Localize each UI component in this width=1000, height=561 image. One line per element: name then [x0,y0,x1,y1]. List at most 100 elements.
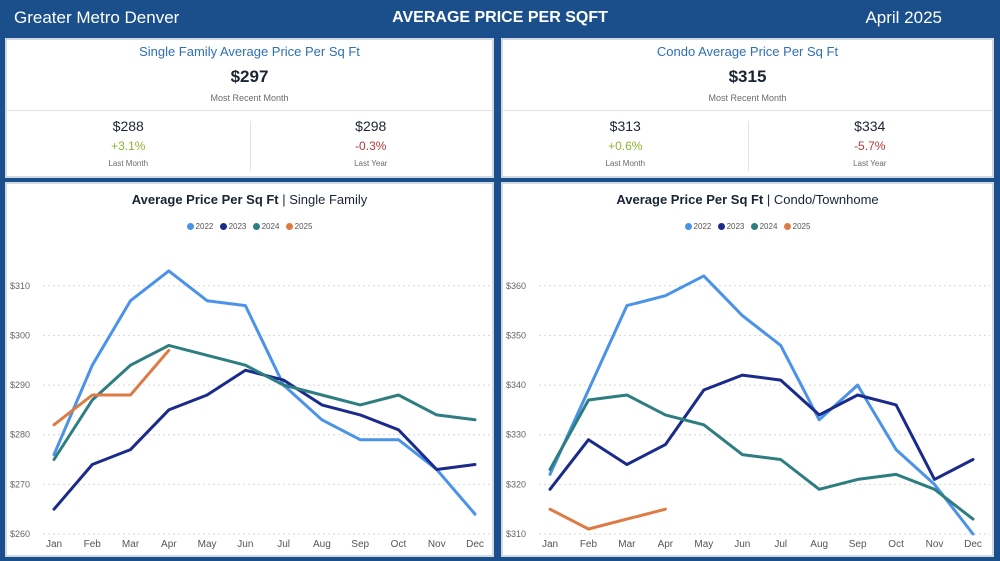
legend-item-2023[interactable]: 2023 [717,222,745,231]
legend-dot [750,223,758,230]
legend-dot [186,223,194,230]
x-tick-label: Jan [542,539,558,550]
x-tick-label: Aug [810,539,828,550]
region-label: Greater Metro Denver [14,8,180,27]
y-tick-label: $310 [506,529,526,539]
x-tick-label: Jul [277,539,290,550]
x-tick-label: Aug [313,539,331,550]
kpi-last-month-change: +0.6% [608,139,643,153]
y-tick-label: $270 [10,479,30,489]
x-tick-label: Sep [849,539,867,550]
x-tick-label: Jun [734,539,750,550]
chart-title: Average Price Per Sq Ft | Condo/Townhome [503,192,992,207]
y-tick-label: $300 [10,330,30,340]
y-tick-label: $310 [10,281,30,291]
kpi-card-condo: Condo Average Price Per Sq Ft $315 Most … [501,38,994,178]
x-tick-label: Oct [391,539,407,550]
kpi-last-year-value: $298 [355,118,387,134]
kpi-last-year-change: -5.7% [854,139,886,153]
line-chart-single-family: $260 $270 $280 $290 $300 $310 Jan Feb Mar Apr May J… [10,269,490,550]
legend-label: 2025 [792,222,811,231]
kpi-value-label: Most Recent Month [210,93,289,103]
legend-item-2025[interactable]: 2025 [285,222,312,231]
legend-dot [684,223,692,230]
kpi-last-year-value: $334 [854,118,886,134]
divider [503,110,992,111]
x-tick-label: Apr [161,539,177,550]
report-date: April 2025 [865,8,942,27]
kpi-last-year-label: Last Year [853,159,887,168]
report-header: Greater Metro Denver AVERAGE PRICE PER S… [0,0,1000,36]
kpi-last-year-label: Last Year [354,159,388,168]
x-tick-label: Feb [84,539,102,550]
legend-item-2023[interactable]: 2023 [219,222,247,231]
series-line-2024 [52,343,477,461]
legend-item-2024[interactable]: 2024 [252,222,280,231]
series-line-2025 [52,348,171,427]
divider [747,121,749,171]
legend-label: 2023 [228,222,247,231]
x-tick-label: Jan [46,539,62,550]
chart-title-bold: Average Price Per Sq Ft [616,192,764,207]
kpi-last-month-change: +3.1% [111,139,146,153]
y-tick-label: $340 [506,380,526,390]
legend-dot [219,223,227,230]
series-line-2022 [548,274,975,536]
legend-item-2025[interactable]: 2025 [783,222,811,231]
chart-title-bold: Average Price Per Sq Ft [131,192,279,207]
kpi-last-month-label: Last Month [108,159,149,168]
x-tick-label: May [198,539,217,550]
x-tick-label: Dec [964,539,982,550]
kpi-last-month: $288 +3.1% Last Month [7,118,250,168]
x-tick-label: Oct [888,539,904,550]
series-line-2023 [52,368,477,511]
y-tick-label: $290 [10,380,30,390]
legend-dot [783,223,791,230]
y-tick-label: $320 [506,479,526,489]
y-tick-label: $360 [506,281,526,291]
kpi-value: $315 [728,67,767,86]
series-line-2025 [548,507,667,531]
chart-panel-condo: Average Price Per Sq Ft | Condo/Townhome… [501,182,994,557]
series-line-2022 [52,269,477,516]
x-tick-label: Nov [926,539,944,550]
legend-item-2022[interactable]: 2022 [186,222,214,231]
legend-dot [285,223,293,230]
divider [249,121,251,171]
kpi-last-year-change: -0.3% [355,139,387,153]
x-tick-label: Jul [774,539,787,550]
kpi-last-month-value: $313 [609,118,641,134]
legend-label: 2022 [693,222,712,231]
legend-item-2022[interactable]: 2022 [684,222,712,231]
y-tick-label: $330 [506,430,526,440]
legend-label: 2024 [261,222,280,231]
x-tick-label: Mar [122,539,140,550]
kpi-last-year: $298 -0.3% Last Year [250,118,493,168]
x-tick-label: Dec [466,539,484,550]
legend-dot [252,223,260,230]
kpi-value: $297 [230,67,269,86]
x-tick-label: Mar [618,539,636,550]
kpi-title: Condo Average Price Per Sq Ft [656,44,839,59]
y-tick-label: $350 [506,330,526,340]
chart-legend: 2022 2023 2024 2025 [7,222,492,231]
legend-label: 2023 [726,222,745,231]
x-tick-label: Feb [580,539,598,550]
kpi-last-month-value: $288 [112,118,144,134]
x-tick-label: May [694,539,713,550]
kpi-title: Single Family Average Price Per Sq Ft [139,44,360,59]
series-line-2024 [548,393,975,521]
x-tick-label: Apr [658,539,674,550]
divider [7,110,492,111]
x-tick-label: Nov [428,539,446,550]
chart-title-rest: | Single Family [278,192,368,207]
y-tick-label: $280 [10,430,30,440]
y-tick-label: $260 [10,529,30,539]
legend-item-2024[interactable]: 2024 [750,222,777,231]
legend-label: 2022 [195,222,214,231]
kpi-value-label: Most Recent Month [708,93,787,103]
x-tick-label: Sep [351,539,369,550]
x-tick-label: Jun [237,539,253,550]
chart-title: Average Price Per Sq Ft | Single Family [7,192,492,207]
chart-title-rest: | Condo/Townhome [763,192,879,207]
